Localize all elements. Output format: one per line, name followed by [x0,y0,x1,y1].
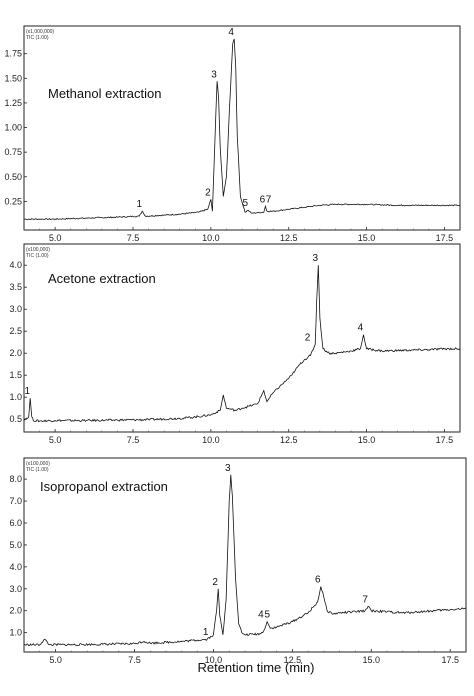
methanol-peak-label-1: 1 [137,199,143,210]
acetone-y-tick-label: 3.0 [9,304,22,314]
isopropanol-x-tick-label: 12.5 [284,655,302,665]
isopropanol-peak-label-6: 6 [315,575,321,586]
acetone-y-tick-label: 3.5 [9,282,22,292]
isopropanol-x-tick-label: 17.5 [441,655,459,665]
acetone-y-tick-label: 0.5 [9,414,22,424]
x-axis-title: Retention time (min) [197,660,314,675]
methanol-peak-label-5: 5 [242,198,248,209]
isopropanol-y-tick-label: 5.0 [9,540,22,550]
methanol-peak-labels: 1 2 3 4 5 6 7 [137,27,272,210]
isopropanol-peak-label-4: 4 [258,610,264,621]
acetone-axes: 5.0 7.5 10.0 12.5 15.0 17.5 0.5 1.0 1.5 2.0 2.5 3.0… [9,260,461,445]
methanol-y-tick-label: 1.50 [4,73,22,83]
methanol-peak-label-6: 6 [260,194,266,205]
acetone-peak-label-2: 2 [305,332,311,343]
isopropanol-x-tick-label: 15.0 [363,655,381,665]
methanol-peak-label-7: 7 [266,194,272,205]
acetone-peak-label-4: 4 [358,323,364,334]
methanol-y-tick-label: 1.00 [4,123,22,133]
acetone-peak-labels: 1 2 3 4 [24,253,363,397]
acetone-scale-label-2: TIC (1.00) [26,253,49,259]
isopropanol-y-tick-label: 3.0 [9,584,22,594]
isopropanol-y-tick-label: 1.0 [9,628,22,638]
isopropanol-trace-line [24,474,467,647]
isopropanol-y-tick-label: 8.0 [9,474,22,484]
methanol-y-tick-label: 1.25 [4,98,22,108]
isopropanol-chromatogram-panel: 5.0 7.5 10.0 12.5 15.0 17.5 1.0 2.0 3.0 4.0 5.0 6.0… [9,457,467,665]
isopropanol-axes: 5.0 7.5 10.0 12.5 15.0 17.5 1.0 2.0 3.0 4.0 5.0 6.0… [9,474,467,665]
acetone-peak-label-3: 3 [313,253,319,264]
acetone-y-tick-label: 1.5 [9,370,22,380]
isopropanol-x-tick-label: 10.0 [205,655,223,665]
methanol-x-tick-label: 7.5 [127,233,140,243]
isopropanol-peak-label-5: 5 [264,610,270,621]
isopropanol-scale-label-2: TIC (1.00) [26,467,49,473]
isopropanol-y-tick-label: 7.0 [9,496,22,506]
methanol-peak-label-4: 4 [228,27,234,38]
acetone-x-tick-label: 5.0 [49,435,62,445]
acetone-x-tick-label: 7.5 [127,435,140,445]
isopropanol-y-tick-label: 4.0 [9,562,22,572]
methanol-scale-label-2: TIC (1.00) [26,35,49,41]
acetone-peak-label-1: 1 [24,386,30,397]
isopropanol-x-tick-label: 7.5 [128,655,141,665]
isopropanol-peak-labels: 1 2 3 4 5 6 7 [203,463,368,638]
isopropanol-panel-title: Isopropanol extraction [40,479,168,494]
acetone-x-tick-label: 12.5 [280,435,298,445]
methanol-peak-label-2: 2 [205,187,211,198]
methanol-scale-label-1: (x1,000,000) [26,29,54,35]
acetone-chromatogram-panel: 5.0 7.5 10.0 12.5 15.0 17.5 0.5 1.0 1.5 2.0 2.5 3.0… [9,243,461,445]
acetone-x-tick-label: 17.5 [436,435,454,445]
methanol-y-tick-label: 1.75 [4,49,22,59]
acetone-panel-title: Acetone extraction [48,271,156,286]
methanol-peak-label-3: 3 [211,69,217,80]
methanol-x-tick-label: 15.0 [358,233,376,243]
methanol-x-tick-label: 17.5 [436,233,454,243]
acetone-x-tick-label: 15.0 [358,435,376,445]
methanol-axes: 5.0 7.5 10.0 12.5 15.0 17.5 0.25 0.50 0.75 1.00 1.… [4,49,461,243]
isopropanol-peak-label-2: 2 [212,577,218,588]
isopropanol-y-tick-label: 6.0 [9,518,22,528]
methanol-panel-title: Methanol extraction [48,86,161,101]
isopropanol-peak-label-3: 3 [225,463,231,474]
acetone-x-tick-label: 10.0 [202,435,220,445]
isopropanol-peak-label-1: 1 [203,627,209,638]
methanol-x-tick-label: 5.0 [49,233,62,243]
methanol-y-tick-label: 0.50 [4,172,22,182]
acetone-scale-label-1: (x100,000) [26,247,50,253]
methanol-y-tick-label: 0.75 [4,147,22,157]
isopropanol-scale-label-1: (x100,000) [26,461,50,467]
acetone-y-tick-label: 2.5 [9,326,22,336]
methanol-x-tick-label: 10.0 [202,233,220,243]
isopropanol-peak-label-7: 7 [362,594,368,605]
methanol-chromatogram-panel: 5.0 7.5 10.0 12.5 15.0 17.5 0.25 0.50 0.75 1.00 1.… [4,25,461,243]
isopropanol-x-tick-label: 5.0 [49,655,62,665]
methanol-trace-line [24,38,461,221]
acetone-y-tick-label: 1.0 [9,392,22,402]
acetone-trace-line [23,265,461,423]
isopropanol-y-tick-label: 2.0 [9,606,22,616]
acetone-y-tick-label: 2.0 [9,348,22,358]
methanol-y-tick-label: 0.25 [4,196,22,206]
acetone-y-tick-label: 4.0 [9,260,22,270]
methanol-x-tick-label: 12.5 [280,233,298,243]
